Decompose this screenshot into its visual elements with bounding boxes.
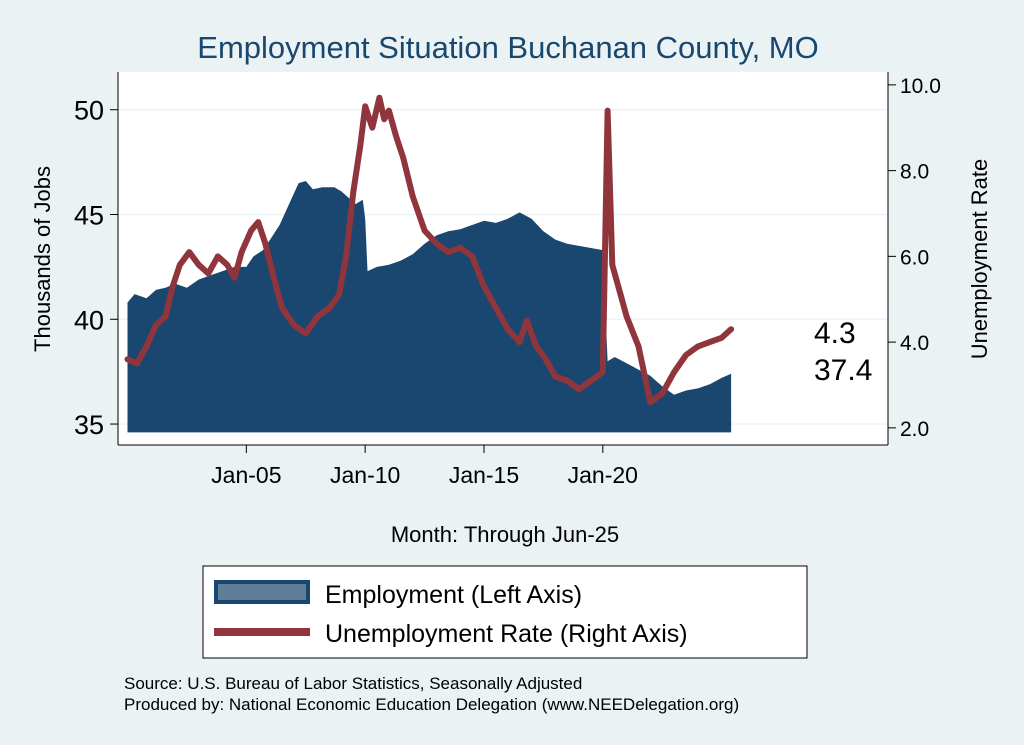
employment-area-layer — [127, 181, 732, 433]
series-unemployment-line — [124, 94, 735, 406]
y-right-tick-label-1: 4.0 — [900, 332, 929, 355]
legend-label-employment: Employment (Left Axis) — [325, 581, 582, 609]
y-right-tick-label-2: 6.0 — [900, 246, 929, 269]
series-employment-area — [127, 181, 732, 433]
producer-note: Produced by: National Economic Education… — [124, 695, 739, 714]
x-tick-label-0: Jan-05 — [211, 462, 281, 488]
y-axis-left-label: Thousands of Jobs — [30, 166, 55, 352]
axes-layer: 35 40 45 50 2.0 4.0 6.0 8.0 10.0 Jan-05 Jan-10 Jan-… — [74, 72, 941, 488]
y-left-tick-label-3: 50 — [74, 96, 104, 126]
legend-label-unemployment: Unemployment Rate (Right Axis) — [325, 620, 688, 648]
x-tick-label-1: Jan-10 — [330, 462, 400, 488]
y-axis-right-label: Unemployment Rate — [967, 159, 992, 360]
y-left-tick-label-1: 40 — [74, 305, 104, 335]
x-tick-label-2: Jan-15 — [449, 462, 519, 488]
y-right-tick-label-4: 10.0 — [900, 75, 941, 98]
x-tick-label-3: Jan-20 — [568, 462, 638, 488]
legend: Employment (Left Axis) Unemployment Rate… — [202, 565, 808, 659]
y-left-tick-label-0: 35 — [74, 410, 104, 440]
end-label-employment: 37.4 — [814, 354, 872, 387]
source-note: Source: U.S. Bureau of Labor Statistics,… — [124, 674, 582, 693]
y-right-tick-label-0: 2.0 — [900, 418, 929, 441]
chart-title: Employment Situation Buchanan County, MO — [197, 30, 818, 65]
legend-swatch-employment-inner — [218, 584, 306, 600]
unemployment-line-layer — [124, 94, 735, 406]
y-left-tick-label-2: 45 — [74, 200, 104, 230]
end-label-unemployment: 4.3 — [814, 317, 856, 350]
x-axis-label: Month: Through Jun-25 — [391, 522, 619, 547]
y-right-tick-label-3: 8.0 — [900, 161, 929, 184]
